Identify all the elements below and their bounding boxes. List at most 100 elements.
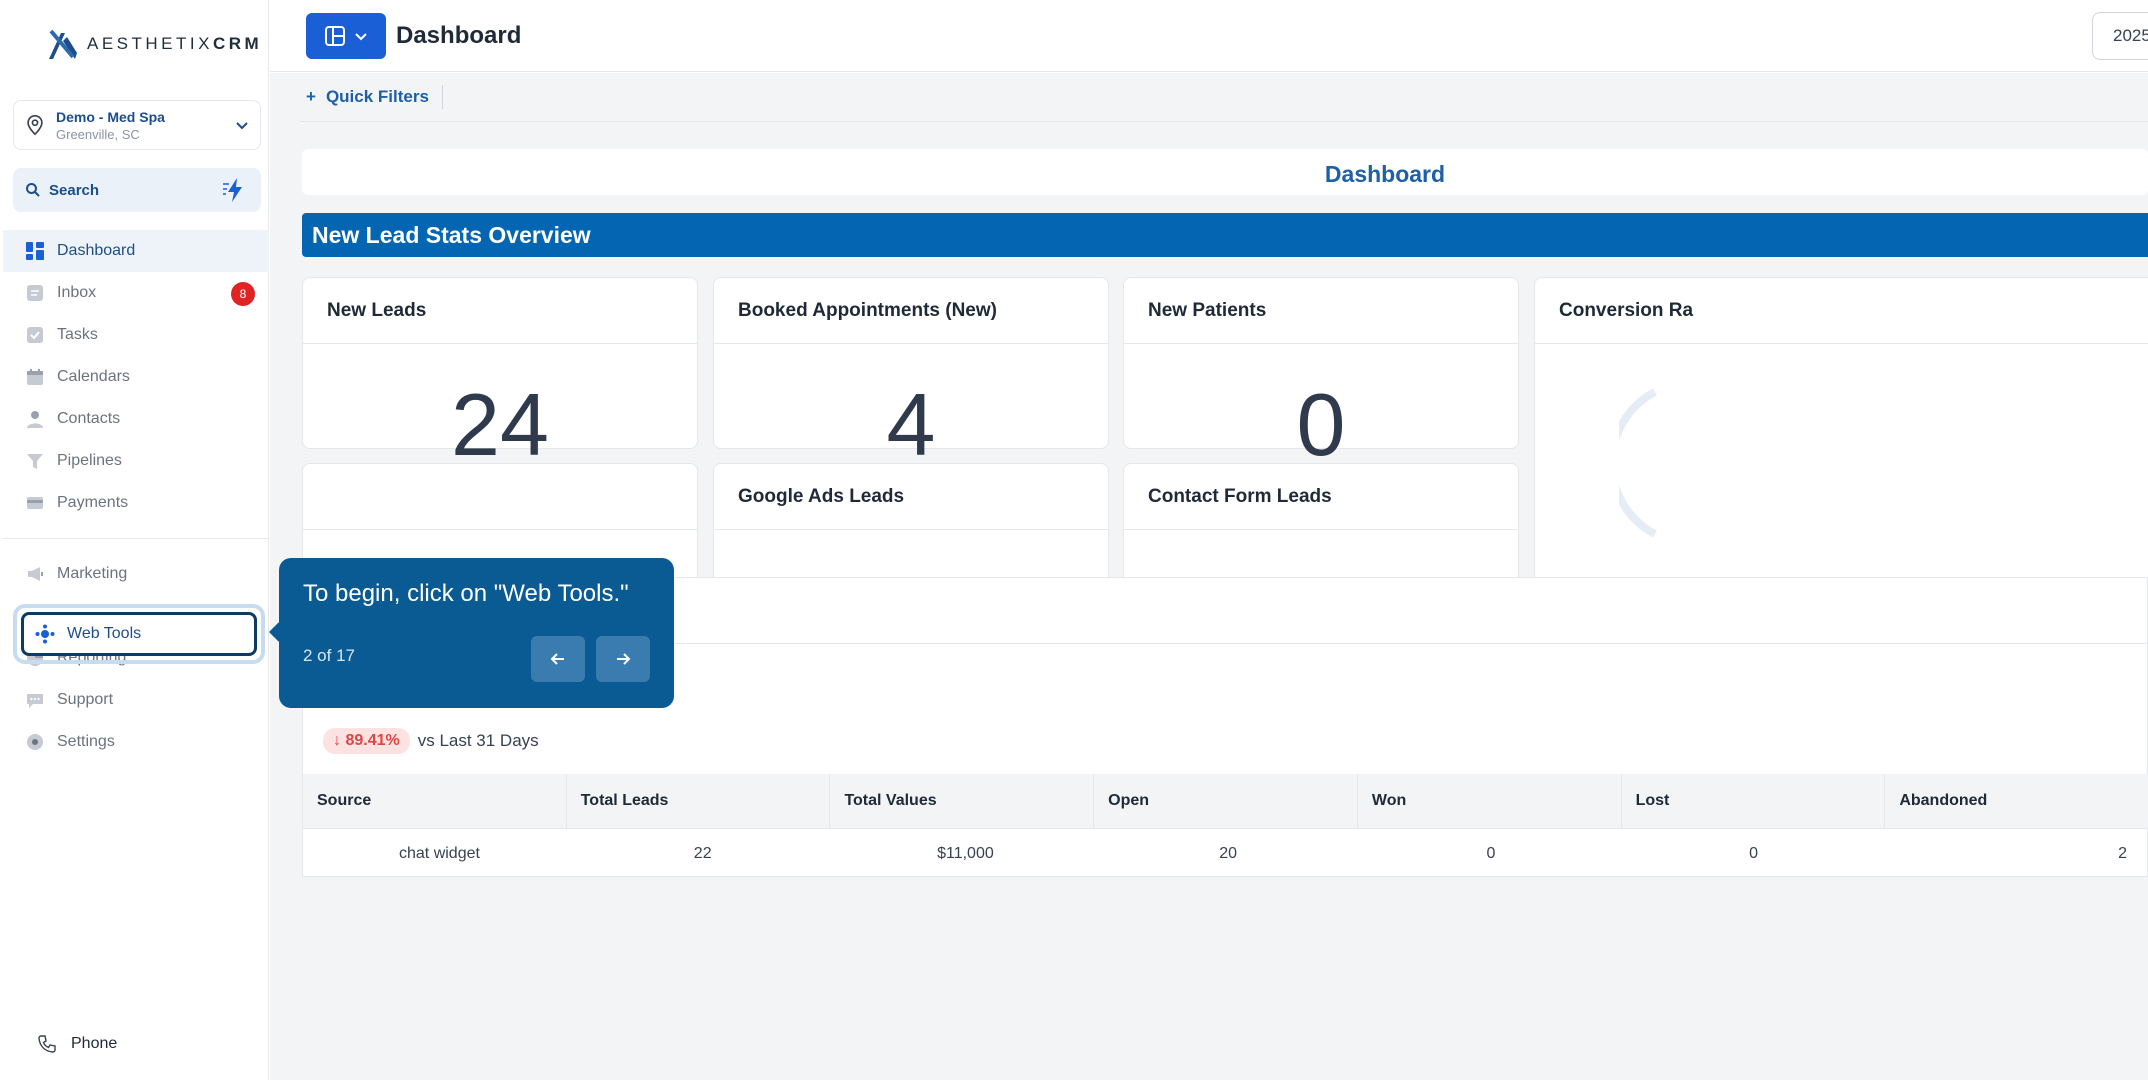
cell-total-leads: 22 — [693, 845, 712, 862]
column-header[interactable]: Total Leads — [567, 774, 831, 828]
phone-icon — [38, 1035, 56, 1053]
tooltip-step-counter: 2 of 17 — [303, 646, 355, 665]
cell-source: chat widget — [399, 845, 480, 862]
brand-logo[interactable]: AESTHETIXCRM — [47, 26, 262, 62]
lightning-icon[interactable] — [221, 176, 249, 204]
cell-won: 0 — [1486, 845, 1496, 862]
table-header: Source Total Leads Total Values Open Won… — [303, 774, 2148, 828]
quick-filters-label: Quick Filters — [325, 87, 429, 106]
section-banner: New Lead Stats Overview — [302, 213, 2148, 257]
stat-card-new-patients[interactable]: New Patients 0 — [1123, 277, 1519, 474]
date-range-picker[interactable]: 2025 — [2092, 12, 2148, 60]
stat-card-title: Google Ads Leads — [714, 464, 1108, 530]
sidebar-item-tasks[interactable]: Tasks — [3, 314, 269, 356]
payments-icon — [27, 497, 43, 509]
cell-total-values: $11,000 — [937, 845, 994, 862]
sidebar-item-label: Inbox — [57, 284, 97, 301]
sidebar-item-label: Pipelines — [57, 452, 122, 469]
sidebar-item-label: Calendars — [57, 368, 130, 385]
sidebar-item-label: Dashboard — [57, 242, 136, 259]
stat-card-new-leads[interactable]: New Leads 24 — [302, 277, 698, 474]
tasks-icon — [27, 327, 43, 343]
phone-label: Phone — [71, 1035, 118, 1052]
sidebar-divider — [3, 538, 269, 539]
sidebar-item-payments[interactable]: Payments — [3, 482, 269, 524]
location-city: Greenville, SC — [56, 126, 140, 142]
dashboard-title-bar: Dashboard — [302, 149, 2148, 195]
stat-card-title: Booked Appointments (New) — [714, 278, 1108, 344]
sidebar-item-web-tools[interactable]: Web Tools — [21, 612, 257, 656]
arrow-left-icon — [550, 653, 564, 665]
sidebar-item-inbox[interactable]: Inbox 8 — [3, 272, 269, 314]
contacts-icon — [27, 411, 43, 428]
sidebar-item-web-tools-highlight: Web Tools — [13, 604, 265, 664]
sidebar-nav: Dashboard Inbox 8 Tasks Calendars — [3, 230, 269, 763]
quick-filters-button[interactable]: + Quick Filters — [306, 83, 429, 111]
lead-source-table: Source Total Leads Total Values Open Won… — [303, 774, 2148, 880]
column-header[interactable]: Total Values — [830, 774, 1095, 828]
dashboard-icon — [26, 242, 44, 260]
stat-card-value: 4 — [886, 375, 936, 474]
column-header[interactable]: Won — [1358, 774, 1622, 828]
sidebar-item-calendars[interactable]: Calendars — [3, 356, 269, 398]
section-title: New Lead Stats Overview — [312, 222, 591, 248]
arrow-right-icon — [617, 653, 631, 665]
chevron-down-icon — [236, 122, 248, 130]
chevron-down-icon — [355, 33, 367, 41]
stat-card-title: Conversion Ra — [1535, 278, 2148, 344]
location-switcher[interactable]: Demo - Med Spa Greenville, SC — [13, 100, 261, 150]
sidebar-item-marketing[interactable]: Marketing — [3, 553, 269, 595]
cell-abandoned: 2 — [2118, 845, 2128, 862]
date-range-text: 2025 — [2113, 26, 2148, 45]
dashboard-title: Dashboard — [1324, 161, 1446, 187]
sidebar-item-dashboard[interactable]: Dashboard — [3, 230, 269, 272]
sidebar-item-label: Support — [57, 691, 114, 708]
tooltip-prev-button[interactable] — [531, 636, 585, 682]
stat-card-title: New Leads — [303, 278, 697, 344]
inbox-icon — [27, 285, 43, 301]
gauge-arc — [1619, 388, 1657, 538]
cell-open: 20 — [1219, 845, 1238, 862]
column-header[interactable]: Lost — [1622, 774, 1886, 828]
filter-divider — [442, 85, 443, 109]
sidebar-item-label: Contacts — [57, 410, 121, 427]
pipeline-icon — [27, 454, 43, 469]
location-pin-icon — [27, 115, 43, 136]
stat-card-value: 24 — [451, 375, 549, 474]
top-header: Dashboard 2025 — [270, 0, 2148, 72]
sidebar-item-contacts[interactable]: Contacts — [3, 398, 269, 440]
search-button[interactable]: Search — [13, 168, 261, 212]
sidebar-item-settings[interactable]: Settings — [3, 721, 269, 763]
support-icon — [27, 694, 43, 708]
location-name: Demo - Med Spa — [56, 108, 165, 125]
sidebar-item-support[interactable]: Support — [3, 679, 269, 721]
plus-icon: + — [306, 87, 316, 106]
sidebar-item-label: Settings — [57, 733, 115, 750]
table-row[interactable]: chat widget 22 $11,000 20 0 0 2 — [303, 828, 2148, 880]
column-header[interactable]: Open — [1094, 774, 1358, 828]
stat-card-title — [303, 464, 697, 530]
sidebar-item-pipelines[interactable]: Pipelines — [3, 440, 269, 482]
column-header[interactable]: Abandoned — [1899, 792, 1988, 809]
web-tools-icon — [35, 624, 55, 644]
calendar-icon — [27, 369, 43, 385]
stat-card-value: 0 — [1296, 375, 1346, 474]
delta-label: vs Last 31 Days — [417, 731, 539, 750]
stat-card-title: New Patients — [1124, 278, 1518, 344]
sidebar-item-label: Marketing — [57, 565, 128, 582]
search-label: Search — [49, 181, 100, 199]
stat-card-booked-appointments[interactable]: Booked Appointments (New) 4 — [713, 277, 1109, 474]
tooltip-next-button[interactable] — [596, 636, 650, 682]
sidebar: AESTHETIXCRM Demo - Med Spa Greenville, … — [3, 0, 269, 1080]
brand-mark-icon — [49, 29, 77, 59]
megaphone-icon — [28, 567, 43, 581]
phone-button[interactable]: Phone — [37, 1034, 117, 1054]
main-content: + Quick Filters Dashboard New Lead Stats… — [270, 73, 2148, 1080]
layout-switcher-button[interactable] — [306, 13, 386, 59]
layout-icon — [325, 26, 345, 46]
walkthrough-tooltip: To begin, click on "Web Tools." 2 of 17 — [269, 558, 674, 708]
filter-bar-underline — [300, 121, 2148, 122]
column-header[interactable]: Source — [303, 774, 567, 828]
tooltip-text: To begin, click on "Web Tools." — [303, 580, 629, 607]
search-icon — [26, 183, 40, 197]
